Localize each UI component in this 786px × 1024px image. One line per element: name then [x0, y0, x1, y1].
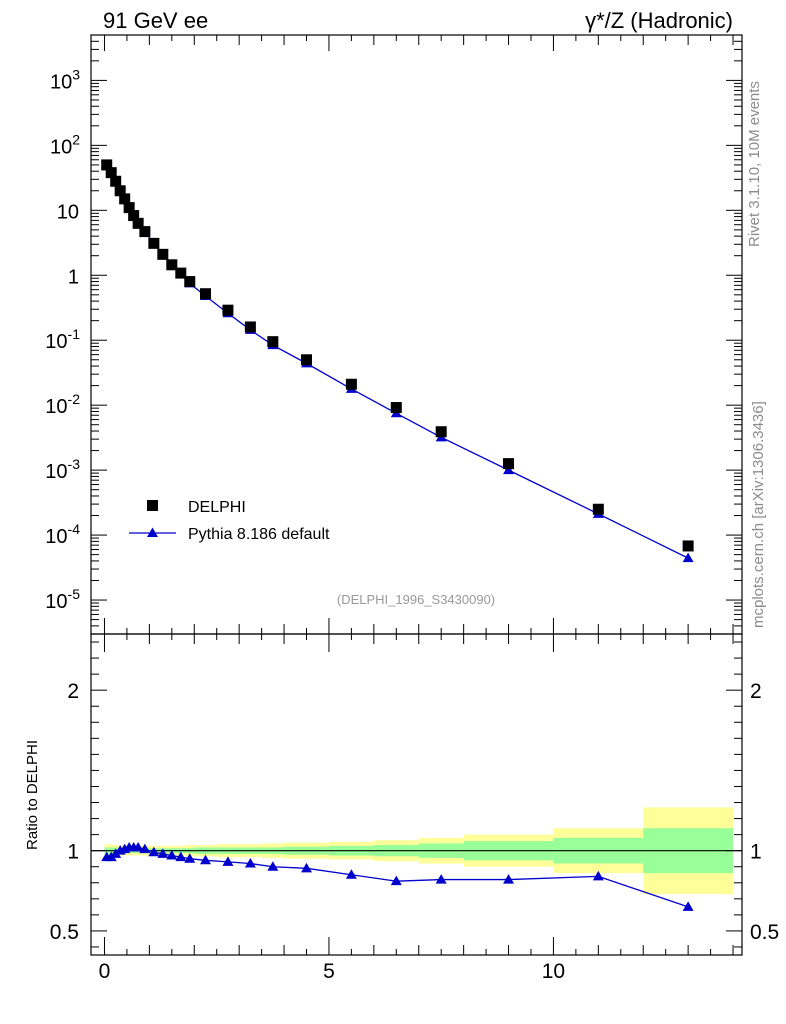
ratio-pythia-point	[592, 870, 604, 881]
ratio-y-tick-label-right: 1	[750, 841, 762, 864]
main-y-tick-label: 10	[57, 201, 79, 223]
legend-marker-delphi	[147, 500, 158, 511]
delphi-point	[175, 267, 187, 279]
right-title: γ*/Z (Hadronic)	[585, 8, 733, 33]
analysis-id-label: (DELPHI_1996_S3430090)	[337, 592, 495, 607]
ratio-y-tick-label-right: 0.5	[750, 921, 779, 944]
legend-marker-pythia	[147, 527, 158, 537]
ratio-y-tick-label-left: 2	[67, 680, 79, 703]
delphi-point	[503, 458, 515, 470]
ratio-panel: 0.5 0.5 1 1 2 2 0 5 10	[50, 633, 779, 983]
delphi-point	[199, 288, 211, 300]
ratio-pythia-point	[148, 846, 160, 857]
delphi-point	[244, 321, 256, 333]
delphi-point	[301, 354, 313, 366]
ratio-pythia-point	[244, 858, 256, 868]
ratio-pythia-point	[222, 856, 234, 866]
ratio-pythia-point	[390, 875, 402, 886]
ratio-frame	[90, 633, 743, 956]
main-y-tick-label: 10-2	[45, 391, 80, 418]
ratio-y-tick-label-right: 2	[750, 680, 762, 703]
ratio-pythia-point	[435, 874, 447, 884]
ratio-pythia-point	[345, 869, 357, 879]
delphi-point	[166, 259, 178, 271]
delphi-point	[435, 426, 447, 438]
pythia-point	[503, 464, 515, 475]
delphi-point	[119, 193, 131, 205]
x-tick-label: 0	[99, 960, 111, 983]
delphi-point	[157, 248, 169, 260]
ratio-pythia-point	[184, 853, 196, 863]
ratio-pythia-point	[267, 861, 279, 871]
ratio-pythia-point	[166, 849, 178, 860]
delphi-point	[132, 217, 144, 229]
ratio-y-axis-label: Ratio to DELPHI	[24, 740, 41, 850]
delphi-point	[101, 159, 113, 171]
legend-label-delphi: DELPHI	[188, 499, 246, 516]
ratio-pythia-point	[301, 862, 313, 873]
ratio-pythia-point	[157, 848, 169, 858]
ratio-pythia-point	[682, 901, 694, 911]
delphi-point	[114, 185, 126, 197]
left-title: 91 GeV ee	[103, 8, 208, 33]
main-panel: 10-5 10-4 10-3 10-2 10-1 1 10 102 103	[45, 34, 743, 635]
ratio-y-tick-label-left: 0.5	[50, 921, 79, 944]
delphi-point	[123, 202, 135, 214]
rivet-version-label: Rivet 3.1.10, 10M events	[746, 81, 763, 247]
delphi-point	[184, 276, 196, 288]
delphi-point	[390, 402, 402, 414]
main-y-tick-label: 103	[50, 66, 80, 93]
ratio-y-tick-label-left: 1	[67, 841, 79, 864]
legend: DELPHI Pythia 8.186 default	[129, 499, 330, 543]
ratio-pythia-point	[139, 843, 151, 854]
delphi-point	[682, 540, 694, 552]
main-frame	[90, 34, 743, 635]
delphi-point	[105, 167, 117, 179]
ratio-pythia-point	[175, 851, 187, 862]
main-y-tick-label: 10-3	[45, 456, 80, 483]
legend-label-pythia: Pythia 8.186 default	[188, 526, 330, 543]
pythia-point	[682, 552, 694, 563]
main-y-tick-label: 10-4	[45, 521, 80, 548]
delphi-point	[128, 210, 140, 222]
ratio-pythia-point	[199, 854, 211, 865]
main-y-tick-label: 102	[50, 131, 80, 158]
mcplots-reference-label: mcplots.cern.ch [arXiv:1306.3436]	[750, 401, 767, 628]
delphi-point	[592, 503, 604, 515]
main-y-tick-label: 10-5	[45, 586, 80, 613]
main-y-tick-label: 1	[68, 266, 79, 288]
delphi-point	[148, 237, 160, 249]
delphi-point	[110, 175, 122, 187]
delphi-point	[345, 378, 357, 390]
ratio-pythia-point	[503, 874, 515, 884]
delphi-point	[139, 226, 151, 238]
delphi-point	[267, 336, 279, 348]
delphi-point	[222, 304, 234, 316]
x-tick-label: 5	[323, 960, 335, 983]
main-y-tick-label: 10-1	[45, 326, 80, 353]
x-tick-label: 10	[542, 960, 565, 983]
ratio-pythia-point	[132, 841, 144, 852]
